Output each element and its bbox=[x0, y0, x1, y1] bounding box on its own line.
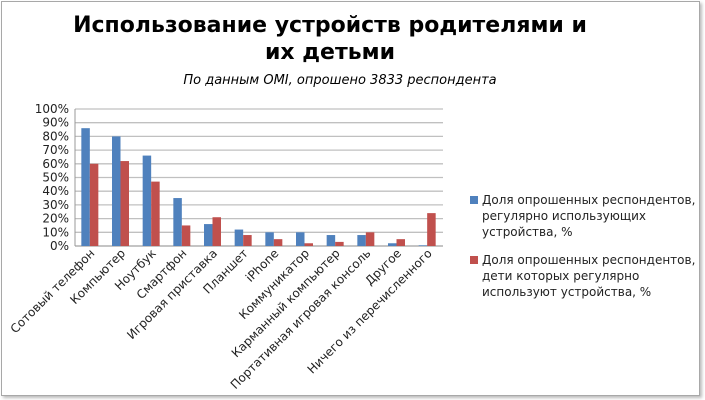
bar bbox=[265, 232, 274, 246]
legend-swatch bbox=[470, 196, 478, 204]
bar bbox=[112, 136, 121, 246]
bar bbox=[120, 161, 129, 246]
y-tick-label: 0% bbox=[50, 239, 69, 253]
chart-title: Использование устройств родителями и их … bbox=[73, 13, 587, 65]
y-tick-label: 70% bbox=[42, 143, 69, 157]
bar bbox=[243, 235, 252, 246]
bar bbox=[234, 229, 244, 246]
bar bbox=[151, 181, 160, 246]
bar bbox=[396, 239, 405, 246]
y-tick-label: 30% bbox=[42, 198, 69, 212]
bar bbox=[357, 235, 366, 246]
bar bbox=[304, 243, 313, 246]
legend-swatch bbox=[470, 256, 478, 264]
bar bbox=[89, 163, 99, 246]
y-tick-label: 50% bbox=[42, 171, 69, 185]
legend-label: Доля опрошенных респондентов, дети котор… bbox=[482, 253, 696, 299]
bar bbox=[418, 245, 428, 246]
chart-subtitle: По данным OMI, опрошено 3833 респондента bbox=[183, 73, 497, 88]
legend-label: Доля опрошенных респондентов, регулярно … bbox=[482, 193, 696, 239]
y-tick-label: 80% bbox=[42, 129, 69, 143]
y-tick-label: 20% bbox=[42, 212, 69, 226]
y-tick-label: 60% bbox=[42, 157, 69, 171]
bar bbox=[326, 235, 336, 246]
legend-item: Доля опрошенных респондентов, регулярно … bbox=[470, 192, 700, 240]
y-tick-label: 100% bbox=[35, 102, 69, 116]
y-tick-label: 10% bbox=[42, 225, 69, 239]
bar bbox=[273, 239, 283, 246]
bar bbox=[212, 217, 221, 246]
y-tick-label: 40% bbox=[42, 184, 69, 198]
bar bbox=[173, 198, 182, 246]
y-tick-label: 90% bbox=[42, 116, 69, 130]
bar bbox=[181, 225, 191, 246]
bar bbox=[388, 243, 397, 246]
bar bbox=[81, 128, 90, 246]
bar bbox=[365, 232, 375, 246]
bar bbox=[335, 241, 344, 246]
bar bbox=[204, 224, 213, 246]
bar bbox=[142, 155, 152, 246]
bar bbox=[296, 232, 305, 246]
legend-item: Доля опрошенных респондентов, дети котор… bbox=[470, 252, 700, 300]
bar bbox=[427, 213, 436, 246]
legend: Доля опрошенных респондентов, регулярно … bbox=[470, 192, 700, 312]
